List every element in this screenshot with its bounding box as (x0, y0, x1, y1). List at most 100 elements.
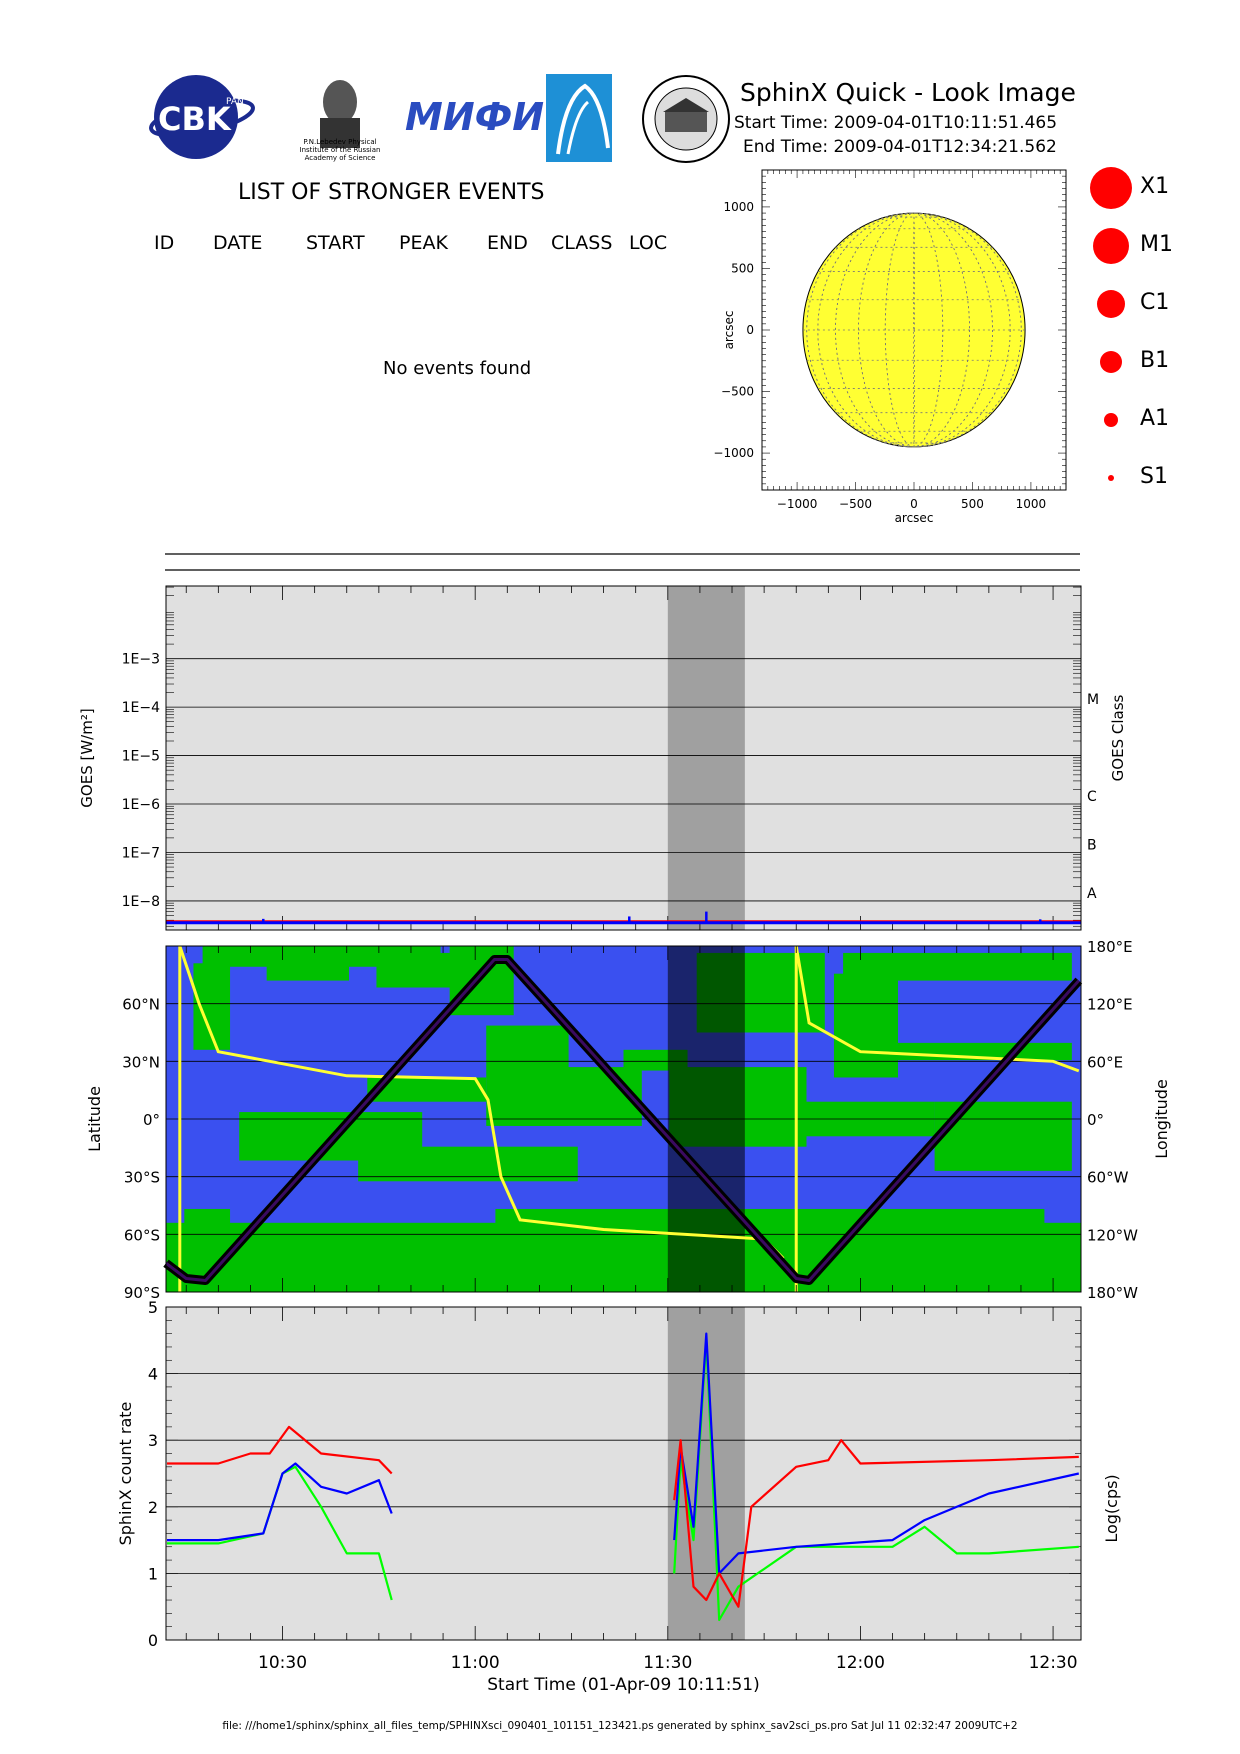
goes-y-tick-label: 1E−3 (122, 652, 160, 668)
count-y-axis-label: SphinX count rate (116, 1402, 135, 1546)
orbit-longitude-curve (178, 945, 1080, 1260)
legend-marker-b1 (1100, 351, 1122, 373)
legend-label-c1: C1 (1140, 290, 1170, 315)
no-events-message: No events found (383, 358, 532, 379)
count-y-tick-label: 3 (148, 1431, 158, 1450)
orbit-y-axis-label: Latitude (85, 1086, 104, 1152)
count-series-line-0 (167, 1425, 1079, 1608)
orbit-land-region (184, 1208, 231, 1230)
orbit-land-region (513, 1067, 642, 1126)
legend-marker-s1 (1108, 475, 1114, 481)
disk-y-tick-label: 0 (746, 323, 754, 337)
events-col-start: START (306, 232, 365, 254)
events-col-date: DATE (213, 232, 263, 254)
orbit-lon-tick-label: 120°E (1087, 996, 1133, 1014)
count-y-tick-label: 1 (148, 1564, 158, 1583)
orbit-right-axis-label: Longitude (1152, 1079, 1171, 1159)
orbit-land-region (358, 1146, 578, 1182)
orbit-lon-tick-label: 60°W (1087, 1169, 1129, 1187)
orbit-land-region (376, 952, 468, 988)
events-col-peak: PEAK (399, 232, 448, 254)
orbit-land-region (833, 973, 898, 1078)
solar-disk-chart: −1000 −500 0 500 1000 −1000 −500 0 500 1000 arcsec… (713, 169, 1067, 525)
count-series-line-1 (167, 1332, 1080, 1575)
goes-plot-background (166, 586, 1081, 930)
cbk-logo-text: CBK (158, 100, 232, 138)
orbit-lat-tick-label: 90°S (124, 1284, 160, 1302)
count-y-tick-label: 5 (148, 1298, 158, 1317)
mifi-logo: МИФИ (405, 95, 544, 139)
file-footer: file: ///home1/sphinx/sphinx_all_files_t… (222, 1720, 1018, 1732)
goes-class-label: M (1087, 692, 1099, 708)
disk-x-axis-label: arcsec (895, 511, 934, 525)
goes-y-tick-label: 1E−5 (122, 749, 160, 765)
legend-label-m1: M1 (1140, 232, 1173, 257)
orbit-lon-tick-label: 180°W (1087, 1284, 1138, 1302)
count-x-tick-label: 12:00 (836, 1653, 885, 1673)
count-x-tick-label: 11:30 (643, 1653, 692, 1673)
events-col-end: END (487, 232, 528, 254)
lebedev-line-2: Institute of the Russian (300, 146, 381, 154)
disk-y-tick-label: −1000 (713, 446, 754, 460)
disk-x-tick-label: 0 (910, 497, 918, 511)
disk-longitude-line (835, 212, 993, 448)
goes-right-axis-label: GOES Class (1109, 694, 1127, 781)
orbit-land-region (266, 956, 349, 981)
goes-shaded-interval (667, 586, 745, 930)
orbit-latitude-track-core (165, 958, 1080, 1282)
count-y-tick-label: 0 (148, 1631, 158, 1650)
orbit-lat-tick-label: 30°S (124, 1169, 160, 1187)
events-col-loc: LOC (629, 232, 668, 254)
goes-y-tick-label: 1E−4 (122, 700, 160, 716)
disk-longitude-line (858, 212, 970, 448)
goes-y-tick-label: 1E−6 (122, 797, 160, 813)
orbit-land-region (495, 1208, 1045, 1230)
goes-y-axis-label: GOES [W/m²] (78, 708, 96, 807)
goes-frame (165, 585, 1082, 931)
disk-y-axis-label: arcsec (722, 311, 736, 350)
count-x-tick-label: 12:30 (1029, 1653, 1078, 1673)
count-y-tick-label: 4 (148, 1365, 158, 1384)
time-series-panels: 1E−8 1E−7 1E−6 1E−5 1E−4 1E−3 A B C M GOES [W/m²] G… (78, 585, 1171, 1695)
events-col-class: CLASS (551, 232, 613, 254)
count-series-line-2 (167, 1339, 1079, 1622)
goes-class-label: A (1087, 886, 1097, 902)
count-y-tick-label: 2 (148, 1498, 158, 1517)
legend-label-x1: X1 (1140, 174, 1170, 199)
logo-strip: CBK PAN P.N.Lebedev Physical Institute o… (149, 74, 612, 162)
goes-y-tick-label: 1E−7 (122, 845, 160, 861)
orbit-lon-tick-label: 60°E (1087, 1053, 1123, 1071)
orbit-lat-tick-label: 60°S (124, 1226, 160, 1244)
legend-label-b1: B1 (1140, 348, 1170, 373)
disk-x-tick-label: 1000 (1016, 497, 1047, 511)
legend-marker-m1 (1093, 228, 1129, 264)
orbit-lon-tick-label: 0° (1087, 1111, 1104, 1129)
mifi-logo-text: МИФИ (405, 95, 544, 139)
lebedev-line-1: P.N.Lebedev Physical (303, 138, 376, 146)
orbit-lon-tick-label: 120°W (1087, 1226, 1138, 1244)
legend-marker-a1 (1104, 413, 1118, 427)
count-x-tick-label: 11:00 (451, 1653, 500, 1673)
legend-marker-x1 (1090, 167, 1132, 209)
goes-y-tick-label: 1E−8 (122, 894, 160, 910)
goes-class-label: C (1087, 789, 1097, 805)
disk-y-tick-label: 1000 (723, 200, 754, 214)
cbk-logo: CBK PAN (149, 75, 255, 159)
lebedev-line-3: Academy of Science (305, 154, 376, 162)
disk-x-tick-label: −500 (839, 497, 872, 511)
disk-x-tick-label: −1000 (777, 497, 818, 511)
legend-label-a1: A1 (1140, 406, 1170, 431)
count-plot-background (166, 1307, 1081, 1640)
count-right-axis-label: Log(cps) (1102, 1474, 1121, 1542)
disk-longitude-line (817, 212, 1011, 448)
legend-label-s1: S1 (1140, 464, 1168, 489)
lebedev-logo: P.N.Lebedev Physical Institute of the Ru… (300, 80, 381, 162)
orbit-lat-tick-label: 60°N (122, 996, 160, 1014)
report-title: SphinX Quick - Look Image (740, 78, 1076, 107)
count-frame (165, 1306, 1082, 1641)
university-seal-icon (642, 75, 730, 163)
start-time-label: Start Time: 2009-04-01T10:11:51.465 (734, 113, 1058, 133)
events-list-title: LIST OF STRONGER EVENTS (238, 180, 545, 205)
count-x-tick-label: 10:30 (258, 1653, 307, 1673)
count-x-axis-label: Start Time (01-Apr-09 10:11:51) (487, 1675, 759, 1695)
